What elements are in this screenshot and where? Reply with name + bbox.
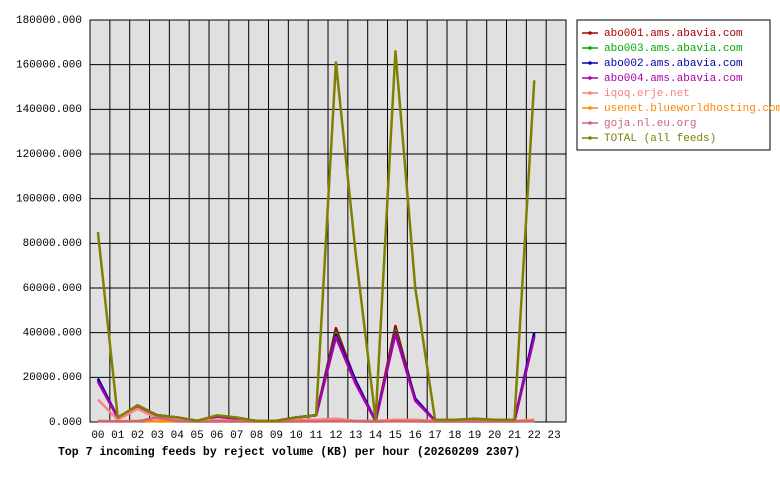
x-tick-label: 17: [428, 430, 441, 442]
x-tick-label: 13: [349, 430, 362, 442]
y-tick-label: 60000.000: [23, 283, 82, 295]
y-tick-label: 100000.000: [16, 194, 82, 206]
legend-label: abo001.ams.abavia.com: [604, 28, 743, 40]
x-tick-label: 12: [329, 430, 342, 442]
x-tick-label: 10: [290, 430, 303, 442]
x-tick-label: 21: [508, 430, 522, 442]
legend-marker: [588, 91, 592, 95]
legend-label: goja.nl.eu.org: [604, 118, 696, 130]
legend-marker: [588, 76, 592, 80]
y-tick-label: 120000.000: [16, 149, 82, 161]
x-tick-label: 23: [547, 430, 560, 442]
legend-marker: [588, 46, 592, 50]
legend-label: usenet.blueworldhosting.com: [604, 103, 780, 115]
y-tick-label: 80000.000: [23, 238, 82, 250]
x-tick-label: 14: [369, 430, 383, 442]
x-tick-label: 04: [171, 430, 185, 442]
x-tick-label: 16: [409, 430, 422, 442]
legend-label: TOTAL (all feeds): [604, 133, 716, 145]
x-tick-label: 03: [151, 430, 164, 442]
legend-marker: [588, 61, 592, 65]
x-tick-label: 05: [190, 430, 203, 442]
y-tick-label: 20000.000: [23, 372, 82, 384]
y-tick-label: 140000.000: [16, 104, 82, 116]
x-tick-label: 19: [468, 430, 481, 442]
x-tick-label: 11: [309, 430, 323, 442]
series-line: [97, 416, 535, 423]
legend-marker: [588, 136, 592, 140]
legend-label: iqoq.erje.net: [604, 88, 690, 100]
legend-label: abo003.ams.abavia.com: [604, 43, 743, 55]
x-tick-label: 20: [488, 430, 501, 442]
x-tick-label: 06: [210, 430, 223, 442]
x-tick-label: 01: [111, 430, 125, 442]
legend-marker: [588, 106, 592, 110]
legend-label: abo004.ams.abavia.com: [604, 73, 743, 85]
legend-marker: [588, 31, 592, 35]
y-tick-label: 0.000: [49, 417, 82, 429]
x-tick-label: 00: [91, 430, 104, 442]
x-tick-label: 02: [131, 430, 144, 442]
x-tick-label: 18: [448, 430, 461, 442]
legend-marker: [588, 121, 592, 125]
y-tick-label: 160000.000: [16, 60, 82, 72]
legend-label: abo002.ams.abavia.com: [604, 58, 743, 70]
x-tick-label: 22: [528, 430, 541, 442]
x-tick-label: 08: [250, 430, 263, 442]
y-tick-label: 40000.000: [23, 328, 82, 340]
x-tick-label: 07: [230, 430, 243, 442]
chart-title: Top 7 incoming feeds by reject volume (K…: [58, 446, 520, 459]
series-line: [96, 50, 536, 423]
y-tick-label: 180000.000: [16, 15, 82, 27]
x-tick-label: 15: [389, 430, 402, 442]
legend: [576, 19, 771, 151]
x-tick-label: 09: [270, 430, 283, 442]
